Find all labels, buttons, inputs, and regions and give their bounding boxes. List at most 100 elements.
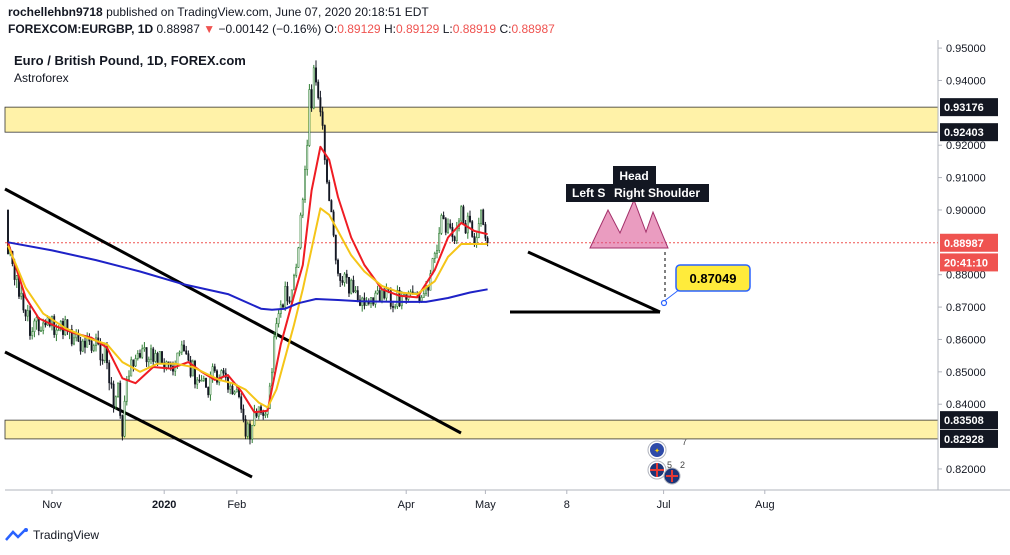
candle-body[interactable] [222,370,225,374]
candle-body[interactable] [196,379,199,385]
target-label-box[interactable] [675,264,751,292]
candle-body[interactable] [264,413,267,416]
candle-body[interactable] [473,236,476,244]
candle-body[interactable] [288,300,291,303]
candle-body[interactable] [73,337,75,345]
author-name[interactable]: rochellehbn9718 [8,5,103,19]
support-resistance-zone[interactable] [4,106,939,133]
candle-body[interactable] [110,382,113,385]
candle-body[interactable] [376,290,379,294]
candle-body[interactable] [84,340,86,348]
candle-body[interactable] [286,286,289,302]
target-point[interactable] [660,299,668,307]
candle-body[interactable] [381,289,383,302]
candle-body[interactable] [202,378,205,381]
candle-body[interactable] [176,352,179,365]
moving-average-line[interactable] [7,207,488,409]
candle-body[interactable] [136,353,139,359]
candle-body[interactable] [75,333,78,339]
candle-body[interactable] [438,232,441,251]
candle-body[interactable] [378,290,381,302]
candle-body[interactable] [31,331,34,336]
candle-body[interactable] [348,277,350,294]
candle-body[interactable] [79,340,82,352]
candle-body[interactable] [293,275,295,291]
candle-body[interactable] [429,273,432,291]
candle-body[interactable] [15,275,18,280]
economic-events[interactable]: ✦ 7 5 2 [647,437,687,485]
candle-body[interactable] [282,304,284,308]
candle-body[interactable] [350,279,353,294]
candle-body[interactable] [262,412,265,416]
candle-body[interactable] [7,209,9,255]
candle-body[interactable] [482,209,485,225]
candle-body[interactable] [70,329,73,345]
moving-average-line[interactable] [7,145,488,414]
tradingview-logo[interactable]: TradingView [5,528,99,542]
candle-body[interactable] [244,419,247,437]
candle-body[interactable] [341,280,344,283]
candle-body[interactable] [152,348,155,362]
candle-body[interactable] [99,343,102,361]
candle-body[interactable] [343,273,346,283]
candle-body[interactable] [40,330,42,332]
candle-body[interactable] [26,310,29,317]
candle-body[interactable] [359,299,361,306]
candle-body[interactable] [200,379,203,382]
price-tag-box[interactable] [940,253,998,272]
candle-body[interactable] [321,111,324,126]
candle-body[interactable] [191,360,194,377]
candle-body[interactable] [354,290,357,293]
candle-body[interactable] [194,360,196,385]
candle-body[interactable] [22,292,25,311]
candle-body[interactable] [139,353,141,358]
candle-body[interactable] [158,351,161,365]
candle-body[interactable] [108,362,111,384]
candle-body[interactable] [189,359,192,377]
candle-body[interactable] [436,250,438,254]
candle-body[interactable] [227,377,229,390]
candle-body[interactable] [396,289,399,307]
candle-body[interactable] [117,382,119,398]
candle-body[interactable] [422,293,425,298]
candle-body[interactable] [209,376,212,396]
candle-body[interactable] [462,206,465,224]
channel-upper-trendline[interactable] [4,187,462,435]
price-tag-box[interactable] [940,98,998,117]
candle-body[interactable] [304,169,306,200]
candle-body[interactable] [444,218,447,233]
candle-body[interactable] [477,223,480,238]
candle-body[interactable] [145,347,148,363]
candle-body[interactable] [447,223,449,233]
wedge-upper-trendline[interactable] [527,250,661,314]
candle-body[interactable] [277,313,280,324]
candle-body[interactable] [220,370,223,379]
candle-body[interactable] [114,396,117,408]
candle-body[interactable] [394,306,397,308]
candle-body[interactable] [253,411,256,426]
candle-body[interactable] [128,375,130,380]
candle-body[interactable] [213,366,216,372]
right-shoulder-label-box[interactable] [606,184,709,202]
candle-body[interactable] [20,292,23,297]
candle-body[interactable] [180,344,183,353]
candle-body[interactable] [323,125,326,161]
candle-body[interactable] [143,347,146,350]
candle-body[interactable] [231,385,234,395]
candle-body[interactable] [480,209,482,224]
candle-body[interactable] [246,423,249,437]
candle-body[interactable] [101,359,104,362]
candle-body[interactable] [442,215,445,220]
candle-body[interactable] [121,415,124,437]
candle-body[interactable] [251,424,254,440]
candle-body[interactable] [392,306,394,308]
candle-body[interactable] [123,400,126,437]
candle-body[interactable] [334,234,337,261]
candle-body[interactable] [328,181,331,201]
candle-body[interactable] [319,97,322,113]
candle-body[interactable] [356,290,359,301]
candle-body[interactable] [154,353,157,362]
candle-body[interactable] [92,345,95,351]
candle-body[interactable] [466,215,469,234]
candle-body[interactable] [33,320,36,332]
